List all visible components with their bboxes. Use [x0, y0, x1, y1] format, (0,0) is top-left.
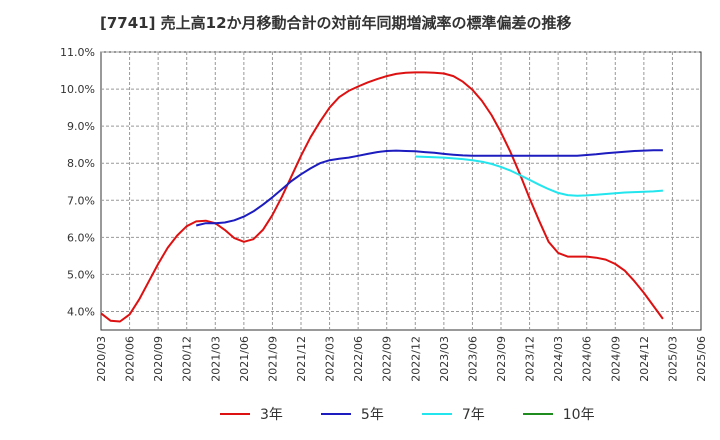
plot-area — [100, 51, 702, 331]
x-tick-label: 2021/09 — [266, 336, 279, 382]
x-axis: 2020/03 2020/06 2020/09 2020/12 2021/03 2021/… — [95, 336, 708, 382]
legend-label-5y: 5年 — [360, 407, 384, 423]
x-tick-label: 2022/03 — [324, 336, 337, 382]
series-line-3年 — [100, 71, 664, 323]
y-tick-label: 10.0% — [60, 83, 95, 96]
x-tick-label: 2022/12 — [409, 336, 422, 382]
x-tick-label: 2021/03 — [209, 336, 222, 382]
x-tick-label: 2023/03 — [438, 336, 451, 382]
series-line-5年 — [195, 149, 663, 227]
x-tick-label: 2023/09 — [495, 336, 508, 382]
legend-item-10y: 10年 — [522, 404, 595, 424]
series-layer — [100, 71, 664, 323]
y-tick-label: 11.0% — [60, 46, 95, 59]
legend-swatch-10y — [522, 413, 553, 415]
chart-title: [7741] 売上高12か月移動合計の対前年同期増減率の標準偏差の推移 — [100, 14, 572, 32]
x-tick-label: 2020/03 — [95, 336, 108, 382]
legend: 3年 5年 7年 10年 — [220, 404, 633, 424]
x-tick-label: 2025/03 — [666, 336, 679, 382]
grid — [101, 51, 701, 330]
legend-label-3y: 3年 — [260, 407, 283, 423]
y-tick-label: 9.0% — [67, 120, 95, 133]
y-tick-label: 6.0% — [67, 231, 95, 244]
y-axis: 4.0% 5.0% 6.0% 7.0% 8.0% 9.0% 10.0% 11.0% — [60, 46, 95, 318]
x-tick-label: 2024/09 — [609, 336, 622, 382]
legend-label-10y: 10年 — [562, 407, 595, 423]
series-line-7年 — [415, 155, 663, 197]
x-tick-label: 2024/06 — [581, 336, 594, 382]
x-tick-label: 2023/12 — [524, 336, 537, 382]
legend-item-7y: 7年 — [421, 404, 485, 424]
x-tick-label: 2021/06 — [238, 336, 251, 382]
x-tick-label: 2022/09 — [381, 336, 394, 382]
y-tick-label: 8.0% — [67, 157, 95, 170]
x-tick-label: 2020/12 — [181, 336, 194, 382]
legend-item-3y: 3年 — [220, 404, 283, 424]
x-tick-label: 2022/06 — [352, 336, 365, 382]
legend-swatch-7y — [421, 413, 452, 415]
x-tick-label: 2021/12 — [295, 336, 308, 382]
legend-label-7y: 7年 — [461, 407, 485, 423]
x-tick-label: 2025/06 — [695, 336, 708, 382]
y-tick-label: 4.0% — [67, 305, 95, 318]
legend-swatch-3y — [220, 413, 250, 415]
x-tick-label: 2020/06 — [124, 336, 137, 382]
y-tick-label: 5.0% — [67, 268, 95, 281]
x-tick-label: 2024/12 — [638, 336, 651, 382]
x-tick-label: 2024/03 — [552, 336, 565, 382]
legend-item-5y: 5年 — [320, 404, 384, 424]
x-tick-label: 2023/06 — [466, 336, 479, 382]
x-tick-label: 2020/09 — [152, 336, 165, 382]
legend-swatch-5y — [320, 413, 351, 415]
y-tick-label: 7.0% — [67, 194, 95, 207]
